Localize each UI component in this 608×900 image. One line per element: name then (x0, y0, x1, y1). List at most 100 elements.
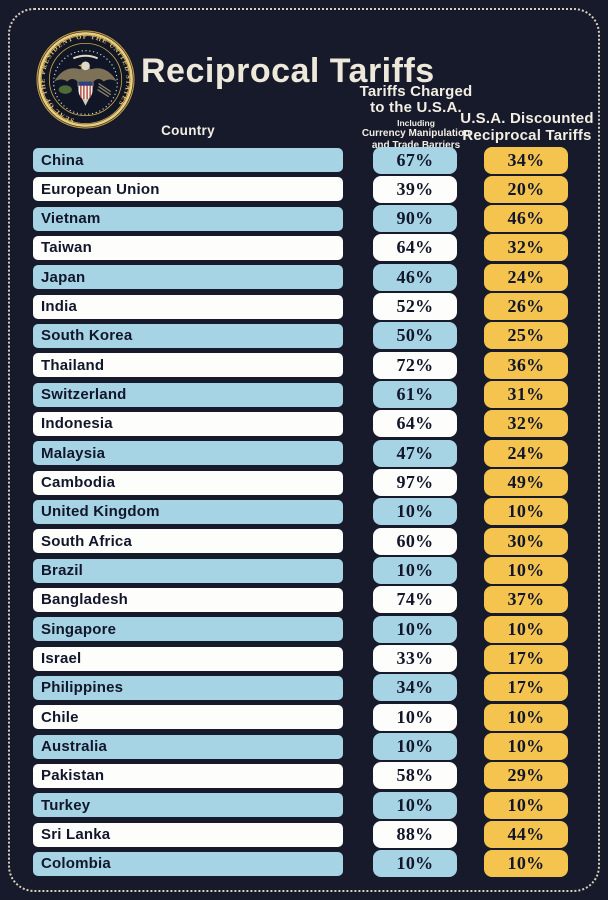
discounted-cell: 10% (484, 557, 568, 585)
country-cell: Singapore (33, 617, 343, 642)
charged-value: 64% (396, 237, 434, 258)
country-cell: India (33, 294, 343, 319)
charged-value: 46% (396, 266, 434, 287)
charged-value: 10% (396, 501, 434, 522)
table-row: Philippines 34% 17% (0, 674, 608, 702)
discounted-cell: 10% (484, 733, 568, 761)
charged-cell: 97% (373, 469, 457, 497)
presidential-seal-icon: SEAL OF THE PRESIDENT OF THE UNITED STAT… (35, 29, 136, 130)
discounted-cell: 32% (484, 234, 568, 262)
country-cell: Pakistan (33, 763, 343, 788)
discounted-value: 24% (507, 442, 545, 463)
charged-value: 50% (396, 325, 434, 346)
country-cell: Philippines (33, 675, 343, 700)
charged-cell: 34% (373, 674, 457, 702)
country-cell: Malaysia (33, 441, 343, 466)
discounted-value: 46% (507, 208, 545, 229)
discounted-cell: 24% (484, 263, 568, 291)
country-label: European Union (41, 180, 160, 198)
charged-cell: 64% (373, 410, 457, 438)
discounted-value: 17% (507, 648, 545, 669)
charged-value: 72% (396, 354, 434, 375)
table-row: South Korea 50% 25% (0, 322, 608, 350)
country-cell: Israel (33, 646, 343, 671)
table-row: Indonesia 64% 32% (0, 410, 608, 438)
charged-cell: 10% (373, 791, 457, 819)
discounted-cell: 24% (484, 439, 568, 467)
charged-cell: 39% (373, 175, 457, 203)
charged-value: 10% (396, 794, 434, 815)
country-label: Philippines (41, 679, 124, 697)
charged-value: 58% (396, 765, 434, 786)
country-cell: Cambodia (33, 470, 343, 495)
discounted-header-line2: Reciprocal Tariffs (462, 126, 592, 144)
tariff-rows: China 67% 34% European Union 39% 20% Vie… (0, 146, 608, 878)
charged-cell: 60% (373, 527, 457, 555)
charged-value: 88% (396, 824, 434, 845)
discounted-cell: 31% (484, 381, 568, 409)
table-row: Bangladesh 74% 37% (0, 586, 608, 614)
country-cell: Australia (33, 734, 343, 759)
discounted-cell: 32% (484, 410, 568, 438)
table-row: Singapore 10% 10% (0, 615, 608, 643)
charged-cell: 74% (373, 586, 457, 614)
country-label: Cambodia (41, 474, 116, 492)
discounted-value: 44% (507, 824, 545, 845)
charged-value: 47% (396, 442, 434, 463)
discounted-value: 20% (507, 178, 545, 199)
charged-header-line1: Tariffs Charged (359, 83, 473, 100)
country-cell: South Korea (33, 323, 343, 348)
table-row: Thailand 72% 36% (0, 351, 608, 379)
discounted-value: 10% (507, 736, 545, 757)
charged-cell: 90% (373, 205, 457, 233)
discounted-cell: 17% (484, 645, 568, 673)
charged-value: 33% (396, 648, 434, 669)
charged-cell: 10% (373, 703, 457, 731)
table-row: Israel 33% 17% (0, 645, 608, 673)
charged-header-sub1: Including (397, 118, 435, 129)
charged-value: 10% (396, 618, 434, 639)
discounted-value: 10% (507, 853, 545, 874)
charged-cell: 72% (373, 351, 457, 379)
country-label: Turkey (41, 796, 91, 814)
discounted-value: 26% (507, 296, 545, 317)
table-row: Australia 10% 10% (0, 733, 608, 761)
country-cell: United Kingdom (33, 499, 343, 524)
country-label: Chile (41, 708, 79, 726)
country-label: Vietnam (41, 210, 101, 228)
discounted-cell: 30% (484, 527, 568, 555)
charged-cell: 58% (373, 762, 457, 790)
discounted-cell: 44% (484, 821, 568, 849)
country-cell: Bangladesh (33, 587, 343, 612)
country-label: Sri Lanka (41, 826, 111, 844)
discounted-value: 10% (507, 794, 545, 815)
charged-cell: 88% (373, 821, 457, 849)
charged-cell: 50% (373, 322, 457, 350)
charged-cell: 67% (373, 146, 457, 174)
country-cell: Chile (33, 705, 343, 730)
table-row: China 67% 34% (0, 146, 608, 174)
discounted-value: 30% (507, 530, 545, 551)
charged-value: 61% (396, 384, 434, 405)
charged-value: 10% (396, 560, 434, 581)
country-label: South Korea (41, 327, 133, 345)
charged-cell: 10% (373, 615, 457, 643)
charged-cell: 10% (373, 498, 457, 526)
charged-value: 10% (396, 706, 434, 727)
country-label: Switzerland (41, 386, 127, 404)
country-cell: Colombia (33, 851, 343, 876)
charged-header-sub3: and Trade Barriers (371, 140, 461, 152)
discounted-value: 49% (507, 472, 545, 493)
country-cell: Turkey (33, 793, 343, 818)
discounted-value: 29% (507, 765, 545, 786)
country-cell: Indonesia (33, 411, 343, 436)
charged-value: 39% (396, 178, 434, 199)
discounted-cell: 34% (484, 146, 568, 174)
charged-cell: 46% (373, 263, 457, 291)
discounted-cell: 10% (484, 791, 568, 819)
discounted-value: 25% (507, 325, 545, 346)
discounted-cell: 46% (484, 205, 568, 233)
country-cell: Japan (33, 265, 343, 290)
country-label: Japan (41, 268, 86, 286)
discounted-value: 10% (507, 618, 545, 639)
